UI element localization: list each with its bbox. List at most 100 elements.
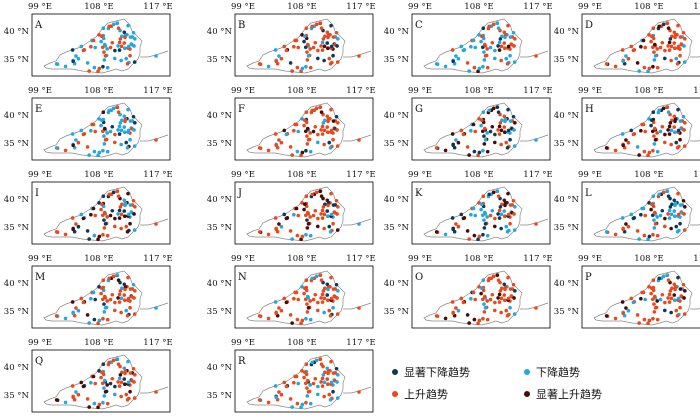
station-decrease [504,56,509,61]
station-increase [319,296,323,300]
station-sig-increase [331,119,336,123]
station-increase [503,287,507,292]
legend-item-sig-increase: 显著上升趋势 [524,386,602,402]
station-increase [652,50,656,54]
station-decrease [669,128,674,133]
station-decrease [131,30,136,35]
map-content [423,102,549,158]
station-increase [305,42,310,47]
map-frame [411,13,551,77]
station-sig-decrease [657,276,661,281]
station-decrease [321,373,326,377]
basin-outline [246,102,346,158]
station-sig-increase [482,142,487,146]
station-decrease [331,305,335,310]
station-increase [498,289,503,293]
station-increase [311,381,316,386]
station-decrease [89,296,93,301]
station-sig-increase [87,405,91,409]
station-decrease [485,233,490,238]
station-increase [101,316,105,321]
panel-label: J [237,188,242,199]
map-content [43,354,169,410]
station-increase [667,300,672,304]
map-svg: 99 °E 108 °E 117 °E 40 °N 35 °N M [4,254,173,329]
station-increase [477,201,481,205]
station-increase [331,221,335,226]
panel-label: G [415,104,423,115]
station-increase [128,287,133,291]
station-increase [497,300,502,304]
station-sig-decrease [331,53,335,58]
station-decrease [320,40,325,45]
station-increase [111,358,116,363]
map-frame [411,97,551,161]
station-decrease [490,208,495,213]
station-sig-decrease [334,366,339,371]
station-increase [292,44,296,49]
station-increase [506,23,510,28]
station-sig-decrease [483,222,488,226]
station-increase [327,392,332,397]
station-increase [132,380,136,384]
station-increase [308,215,312,219]
station-sig-decrease [451,143,455,148]
station-decrease [96,153,100,158]
station-sig-decrease [629,128,634,133]
station-increase [118,205,123,209]
station-decrease [112,56,117,61]
lat-label: 40 °N [4,111,30,121]
station-increase [326,35,330,40]
station-sig-increase [653,138,658,142]
station-increase [653,306,658,310]
station-decrease [485,215,489,219]
map-frame [31,13,171,77]
station-increase [126,275,130,280]
lon-label: 117 °E [143,254,172,264]
station-increase [499,310,503,315]
lat-label: 40 °N [207,195,233,205]
station-sig-decrease [513,289,517,293]
station-sig-decrease [97,285,101,289]
station-increase [119,44,124,49]
station-increase [105,233,110,238]
station-sig-decrease [472,149,477,154]
station-decrease [647,117,651,121]
station-sig-increase [306,222,311,226]
station-increase [290,69,294,73]
station-increase [117,384,122,388]
station-increase [329,275,333,280]
station-decrease [92,149,97,154]
station-increase [451,311,455,316]
station-increase [115,189,120,193]
station-increase [670,118,674,123]
station-increase [505,61,510,66]
station-sig-decrease [102,218,106,222]
station-increase [274,227,278,232]
station-sig-decrease [122,282,127,287]
station-decrease [469,296,473,301]
station-sig-increase [122,214,127,218]
lat-label: 35 °N [554,55,580,65]
map-panel-I: 99 °E 108 °E 117 °E 40 °N 35 °N I [2,168,174,250]
station-increase [284,384,289,389]
station-decrease [117,376,122,381]
lon-label: 117 °E [143,2,172,12]
map-content [593,102,700,158]
map-svg: 99 °E 108 °E 117 °E 40 °N 35 °N L [554,170,700,245]
station-increase [93,129,98,134]
station-sig-increase [667,124,672,129]
station-increase [107,24,111,29]
station-sig-increase [666,26,671,30]
station-increase [655,233,660,238]
station-decrease [434,62,439,66]
station-increase [304,110,309,115]
station-sig-increase [497,292,502,297]
station-sig-decrease [676,128,681,133]
map-panel-C: 99 °E 108 °E 117 °E 40 °N 35 °N C [382,0,554,82]
station-increase [99,375,103,380]
decrease-marker-icon [524,369,530,375]
station-decrease [678,119,683,123]
station-sig-decrease [481,232,485,237]
lat-label: 40 °N [207,111,233,121]
